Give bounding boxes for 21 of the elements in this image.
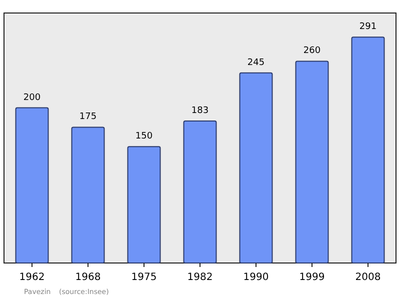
bar xyxy=(351,36,385,264)
bar xyxy=(71,126,105,264)
bar xyxy=(295,60,329,264)
x-tick-label: 1968 xyxy=(75,272,101,283)
bar xyxy=(15,107,49,264)
data-label: 260 xyxy=(303,46,321,56)
x-tick-label: 1962 xyxy=(19,272,45,283)
x-tick-label: 1999 xyxy=(299,272,325,283)
data-label: 183 xyxy=(191,106,209,116)
bar xyxy=(127,146,161,264)
x-tick-label: 1990 xyxy=(243,272,269,283)
bar xyxy=(183,120,217,264)
x-tick-label: 1982 xyxy=(187,272,213,283)
data-label: 175 xyxy=(79,112,97,122)
bar xyxy=(239,72,273,264)
x-tick-label: 1975 xyxy=(131,272,157,283)
data-label: 200 xyxy=(23,92,41,103)
data-label: 150 xyxy=(135,132,153,142)
data-label: 291 xyxy=(359,22,377,32)
data-label: 245 xyxy=(247,58,265,68)
x-tick-label: 2008 xyxy=(355,272,381,283)
